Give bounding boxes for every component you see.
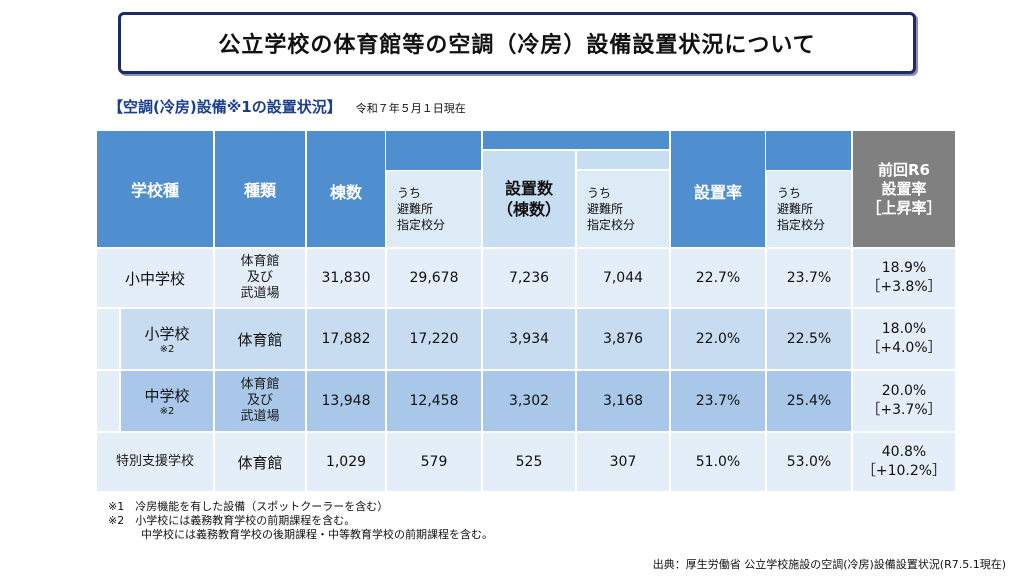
installed-sub-cell: 307	[576, 432, 670, 492]
rate-sub-cell: 22.5%	[766, 308, 852, 370]
previous-rate-cell: 40.8% ［+10.2%］	[852, 432, 956, 492]
header-kind: 種類	[214, 130, 306, 248]
buildings-cell: 13,948	[306, 370, 386, 432]
buildings-cell: 31,830	[306, 248, 386, 308]
header-installed: 設置数 （棟数）	[482, 150, 576, 248]
previous-rate-cell: 20.0% ［+3.7%］	[852, 370, 956, 432]
school-note: ※2	[159, 406, 175, 417]
installed-cell: 3,302	[482, 370, 576, 432]
buildings-sub-cell: 579	[386, 432, 482, 492]
buildings-sub-cell: 17,220	[386, 308, 482, 370]
title-box: 公立学校の体育館等の空調（冷房）設備設置状況について	[118, 12, 916, 74]
indent-spacer	[96, 370, 120, 432]
rate-cell: 23.7%	[670, 370, 766, 432]
header-buildings: 棟数	[306, 130, 386, 248]
kind-cell: 体育館 及び 武道場	[214, 248, 306, 308]
school-type-cell: 小中学校	[96, 248, 214, 308]
header-rate-sub: うち 避難所 指定校分	[766, 170, 852, 248]
table-caption: 【空調(冷房)設備※1の設置状況】	[108, 98, 342, 116]
rate-cell: 51.0%	[670, 432, 766, 492]
buildings-cell: 17,882	[306, 308, 386, 370]
installed-cell: 525	[482, 432, 576, 492]
rate-sub-cell: 23.7%	[766, 248, 852, 308]
school-type-cell: 小学校 ※2	[120, 308, 214, 370]
rate-cell: 22.7%	[670, 248, 766, 308]
rate-sub-cell: 25.4%	[766, 370, 852, 432]
kind-cell: 体育館 及び 武道場	[214, 370, 306, 432]
footnote-2: ※2 小学校には義務教育学校の前期課程を含む。	[108, 514, 356, 527]
rate-sub-cell: 53.0%	[766, 432, 852, 492]
buildings-sub-cell: 29,678	[386, 248, 482, 308]
buildings-sub-cell: 12,458	[386, 370, 482, 432]
previous-rate-cell: 18.9% ［+3.8%］	[852, 248, 956, 308]
page-title: 公立学校の体育館等の空調（冷房）設備設置状況について	[218, 33, 816, 58]
header-installed-band	[576, 150, 670, 170]
school-type-cell: 中学校 ※2	[120, 370, 214, 432]
previous-rate-cell: 18.0% ［+4.0%］	[852, 308, 956, 370]
installed-sub-cell: 7,044	[576, 248, 670, 308]
data-table: 学校種 種類 棟数 うち 避難所 指定校分 設置数 （棟数） うち 避難所 指定校分 設置率…	[96, 130, 956, 492]
school-name: 中学校	[144, 387, 190, 405]
header-school-type: 学校種	[96, 130, 214, 248]
kind-cell: 体育館	[214, 432, 306, 492]
footnote-1: ※1 冷房機能を有した設備（スポットクーラーを含む）	[108, 500, 389, 513]
source-citation: 出典：厚生労働省 公立学校施設の空調(冷房)設備設置状況(R7.5.1現在)	[652, 558, 1006, 571]
header-rate: 設置率	[670, 130, 766, 248]
school-name: 小学校	[144, 325, 190, 343]
kind-cell: 体育館	[214, 308, 306, 370]
installed-sub-cell: 3,876	[576, 308, 670, 370]
header-previous: 前回R6 設置率 ［上昇率］	[852, 130, 956, 248]
installed-cell: 7,236	[482, 248, 576, 308]
rate-cell: 22.0%	[670, 308, 766, 370]
footnotes: ※1 冷房機能を有した設備（スポットクーラーを含む） ※2 小学校には義務教育学…	[108, 500, 493, 542]
header-buildings-sub: うち 避難所 指定校分	[386, 170, 482, 248]
header-installed-sub: うち 避難所 指定校分	[576, 170, 670, 248]
subheading: 【空調(冷房)設備※1の設置状況】 令和７年５月１日現在	[108, 96, 466, 117]
footnote-3: 中学校には義務教育学校の後期課程・中等教育学校の前期課程を含む。	[108, 528, 493, 541]
buildings-cell: 1,029	[306, 432, 386, 492]
installed-sub-cell: 3,168	[576, 370, 670, 432]
indent-spacer	[96, 308, 120, 370]
header-installed-top	[482, 130, 670, 150]
school-note: ※2	[159, 344, 175, 355]
as-of-date: 令和７年５月１日現在	[355, 102, 466, 115]
installed-cell: 3,934	[482, 308, 576, 370]
school-type-cell: 特別支援学校	[96, 432, 214, 492]
